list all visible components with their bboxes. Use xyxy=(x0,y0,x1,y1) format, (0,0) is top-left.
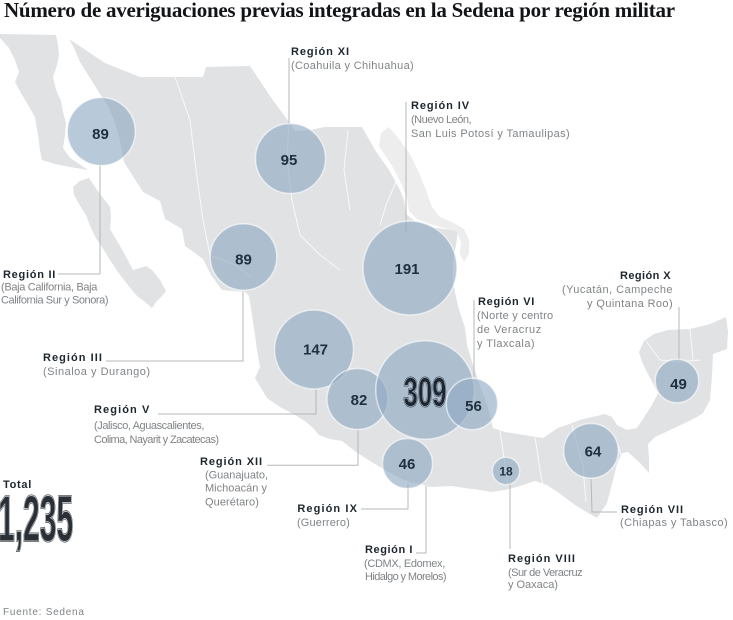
svg-text:49: 49 xyxy=(670,376,687,393)
svg-text:Región XI: Región XI xyxy=(291,46,350,58)
svg-text:y Quintana Roo): y Quintana Roo) xyxy=(587,298,673,310)
svg-text:64: 64 xyxy=(585,444,602,461)
svg-text:(Chiapas y Tabasco): (Chiapas y Tabasco) xyxy=(620,517,728,529)
svg-text:309: 309 xyxy=(403,370,446,415)
svg-text:Total: Total xyxy=(3,479,32,491)
svg-text:y Tlaxcala): y Tlaxcala) xyxy=(477,338,535,350)
svg-text:(Guerrero): (Guerrero) xyxy=(297,517,350,529)
svg-text:Fuente: Sedena: Fuente: Sedena xyxy=(3,607,85,618)
svg-text:Región VII: Región VII xyxy=(621,504,684,516)
svg-text:Colima, Nayarit y Zacatecas): Colima, Nayarit y Zacatecas) xyxy=(94,434,218,446)
svg-text:Región VI: Región VI xyxy=(478,296,535,308)
svg-text:Región X: Región X xyxy=(620,270,671,282)
svg-text:(CDMX, Edomex,: (CDMX, Edomex, xyxy=(364,558,445,570)
svg-text:y Oaxaca): y Oaxaca) xyxy=(508,579,558,591)
svg-text:89: 89 xyxy=(235,252,252,269)
svg-text:1,235: 1,235 xyxy=(0,482,73,555)
svg-text:Michoacán y: Michoacán y xyxy=(205,483,267,495)
svg-text:Región II: Región II xyxy=(3,269,56,281)
svg-text:309: 309 xyxy=(403,370,446,415)
svg-text:Región V: Región V xyxy=(94,404,150,416)
svg-text:(Nuevo León,: (Nuevo León, xyxy=(411,114,471,126)
svg-text:191: 191 xyxy=(394,261,419,278)
svg-text:89: 89 xyxy=(92,126,109,143)
svg-text:(Coahuila y Chihuahua): (Coahuila y Chihuahua) xyxy=(291,60,414,72)
svg-text:Región I: Región I xyxy=(365,544,413,556)
svg-text:Región XII: Región XII xyxy=(200,456,263,468)
svg-text:(Baja California, Baja: (Baja California, Baja xyxy=(1,282,98,294)
svg-text:Querétaro): Querétaro) xyxy=(205,497,259,509)
svg-text:Hidalgo y Morelos): Hidalgo y Morelos) xyxy=(365,571,446,583)
svg-text:46: 46 xyxy=(399,456,416,473)
svg-text:18: 18 xyxy=(499,465,513,479)
svg-text:(Yucatán, Campeche: (Yucatán, Campeche xyxy=(562,284,673,296)
svg-text:California Sur y Sonora): California Sur y Sonora) xyxy=(1,295,108,307)
svg-text:(Sinaloa y Durango): (Sinaloa y Durango) xyxy=(43,366,151,378)
svg-text:de Veracruz: de Veracruz xyxy=(477,324,542,336)
svg-text:95: 95 xyxy=(281,152,298,169)
svg-text:(Sur de Veracruz: (Sur de Veracruz xyxy=(508,567,582,579)
svg-text:(Norte y centro: (Norte y centro xyxy=(477,310,553,322)
svg-text:Número de averiguaciones previ: Número de averiguaciones previas integra… xyxy=(4,0,675,22)
svg-text:Región VIII: Región VIII xyxy=(508,553,576,565)
svg-text:Región IX: Región IX xyxy=(297,503,358,515)
svg-text:(Jalisco, Aguascalientes,: (Jalisco, Aguascalientes, xyxy=(94,420,204,432)
svg-text:82: 82 xyxy=(351,392,368,409)
svg-text:San Luis Potosí y Tamaulipas): San Luis Potosí y Tamaulipas) xyxy=(411,128,570,140)
svg-text:(Guanajuato,: (Guanajuato, xyxy=(205,470,268,482)
svg-text:147: 147 xyxy=(303,342,328,359)
svg-text:Región III: Región III xyxy=(43,352,103,364)
svg-text:1,235: 1,235 xyxy=(0,482,73,555)
svg-text:56: 56 xyxy=(465,398,482,415)
svg-text:Región IV: Región IV xyxy=(411,100,470,112)
